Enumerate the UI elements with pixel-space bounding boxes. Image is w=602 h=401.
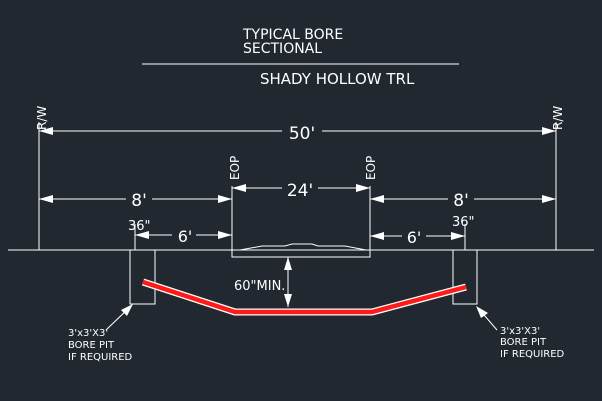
title-line-1: TYPICAL BORE [242, 27, 343, 43]
overall-width-label: 50' [289, 124, 315, 144]
pavement-label-gap [282, 178, 318, 198]
left-bore-label-gap [172, 225, 196, 243]
pavement-arrow-left [232, 184, 246, 192]
right-bore-arrow-left [370, 232, 384, 240]
bore-pit-right [452, 249, 478, 305]
right-offset-label-gap [448, 188, 474, 208]
eop-label-right: EOP [364, 156, 378, 180]
leader-left-arrow [121, 304, 133, 316]
depth-min-label: 60"MIN. [234, 279, 285, 294]
left-bore-offset-label: 6' [178, 227, 193, 246]
left-offset-label-gap [126, 188, 152, 208]
overall-label-gap [282, 120, 322, 140]
left-pit-note-1: 3'x3'X3' [68, 328, 108, 339]
left-pit-note-2: BORE PIT [68, 340, 115, 351]
right-offset-arrow-left [370, 195, 384, 203]
pavement-width-label: 24' [287, 181, 313, 201]
left-offset-arrow-right [218, 195, 232, 203]
pavement-section [231, 249, 371, 258]
overall-arrow-right [542, 127, 556, 135]
pavement-arrow-right [356, 184, 370, 192]
rw-label-right: R/W [551, 106, 565, 130]
overall-arrow-left [39, 127, 53, 135]
bore-pit-left [129, 249, 156, 305]
leader-right-arrow [476, 306, 488, 318]
left-offset-label: 8' [131, 191, 147, 211]
bore-path [142, 279, 467, 315]
right-offset-label: 8' [453, 191, 469, 211]
right-offset-arrow-right [542, 195, 556, 203]
left-bore-arrow-right [218, 231, 232, 239]
rw-label-left: R/W [35, 106, 49, 130]
right-pit-note-3: IF REQUIRED [500, 349, 565, 360]
right-bore-offset-label: 6' [407, 228, 422, 247]
right-bore-arrow-right [451, 232, 465, 240]
right-bore-label-gap [402, 226, 426, 244]
title-line-2: SECTIONAL [243, 41, 322, 57]
right-pit-width-label: 36" [452, 215, 475, 230]
depth-arrow-top [284, 257, 292, 270]
right-pit-note-1: 3'x3'X3' [500, 326, 540, 337]
street-name: SHADY HOLLOW TRL [260, 70, 415, 88]
right-pit-note-2: BORE PIT [500, 337, 547, 348]
left-offset-arrow-left [39, 195, 53, 203]
pavement-crown [239, 243, 367, 251]
eop-label-left: EOP [228, 156, 242, 180]
left-pit-note-3: IF REQUIRED [68, 352, 133, 363]
depth-arrow-bottom [284, 294, 292, 307]
left-bore-arrow-left [135, 231, 149, 239]
left-pit-width-label: 36" [128, 219, 151, 234]
